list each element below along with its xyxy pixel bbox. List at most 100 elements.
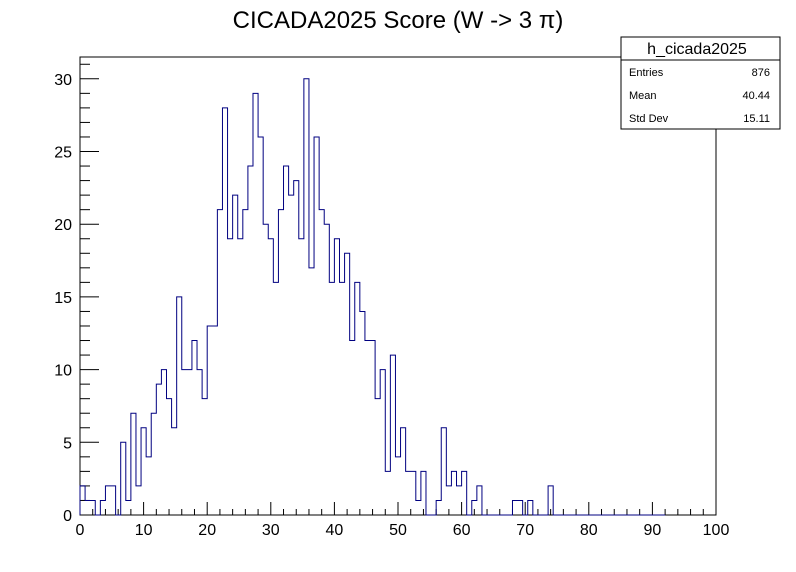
histogram-bin [309, 268, 314, 515]
histogram-bin [136, 486, 141, 515]
histogram-bin [228, 239, 233, 515]
x-tick-label: 30 [262, 522, 280, 539]
histogram-bin [85, 500, 90, 515]
histogram-bin [146, 457, 151, 515]
x-tick-label: 70 [516, 522, 534, 539]
stats-entries-label: Entries [629, 67, 664, 79]
histogram-bin [217, 210, 222, 515]
stats-stddev-value: 15.11 [743, 113, 770, 125]
histogram-bin [299, 239, 304, 515]
histogram-bin [375, 399, 380, 515]
x-tick-label: 60 [453, 522, 471, 539]
histogram-bin [177, 297, 182, 515]
x-tick-label: 50 [389, 522, 407, 539]
histogram-bin [390, 355, 395, 515]
histogram-bin [284, 166, 289, 515]
histogram-bin [187, 370, 192, 515]
stats-stddev-label: Std Dev [629, 113, 669, 125]
histogram-bin [258, 137, 263, 515]
x-tick-label: 20 [198, 522, 216, 539]
histogram-bin [222, 108, 227, 515]
y-tick-label: 0 [63, 508, 72, 525]
histogram-bin [278, 210, 283, 515]
histogram-bin [289, 195, 294, 515]
histogram-bin [385, 471, 390, 515]
histogram-bin [182, 370, 187, 515]
histogram-bin [294, 181, 299, 515]
histogram-bin [105, 486, 110, 515]
x-tick-label: 90 [644, 522, 662, 539]
histogram-bin [451, 471, 456, 515]
stats-entries-value: 876 [752, 67, 770, 79]
histogram-bin [360, 311, 365, 515]
histogram-bin [192, 341, 197, 515]
histogram-bin [370, 341, 375, 515]
histogram-bin [518, 500, 523, 515]
histogram-bin [304, 79, 309, 515]
x-tick-label: 0 [76, 522, 85, 539]
stats-box: h_cicada2025 Entries 876 Mean 40.44 Std … [620, 36, 781, 130]
histogram-bin [121, 442, 126, 515]
histogram-bin [161, 370, 166, 515]
x-tick-label: 80 [580, 522, 598, 539]
x-tick-label: 40 [326, 522, 344, 539]
y-tick-label: 30 [54, 72, 72, 89]
histogram-bin [151, 413, 156, 515]
histogram-bin [324, 224, 329, 515]
histogram-bin [345, 253, 350, 515]
histogram-bin [528, 500, 533, 515]
histogram-bin [457, 486, 462, 515]
x-axis: 0 10 20 30 40 50 60 70 80 90 100 [76, 502, 730, 539]
histogram-bin [380, 370, 385, 515]
stats-box-frame [620, 36, 781, 130]
histogram-bin [416, 500, 421, 515]
y-tick-label: 10 [54, 363, 72, 380]
histogram-bin [268, 239, 273, 515]
histogram-bin [172, 428, 177, 515]
stats-box-title: h_cicada2025 [647, 41, 747, 58]
histogram-bin [141, 428, 146, 515]
histogram-bin [212, 326, 217, 515]
histogram-bin [334, 239, 339, 515]
histogram-bin [411, 471, 416, 515]
histogram-bin [421, 471, 426, 515]
histogram-bin [166, 399, 171, 515]
histogram-bin [202, 399, 207, 515]
histogram-series-line [79, 78, 666, 516]
histogram-bin [512, 500, 517, 515]
histogram-bin [156, 384, 161, 515]
histogram-bin [111, 486, 116, 515]
x-tick-label: 100 [703, 522, 730, 539]
y-tick-label: 25 [54, 145, 72, 162]
chart-title: CICADA2025 Score (W -> 3 π) [233, 7, 564, 34]
histogram-bin [319, 210, 324, 515]
x-tick-label: 10 [135, 522, 153, 539]
histogram-bin [248, 166, 253, 515]
y-axis: 0 5 10 15 20 25 30 [54, 63, 99, 525]
histogram-bin [126, 500, 131, 515]
stats-mean-value: 40.44 [742, 90, 770, 102]
histogram-bin [238, 239, 243, 515]
y-tick-label: 5 [63, 435, 72, 452]
histogram-bin [329, 282, 334, 515]
histogram-bin [314, 137, 319, 515]
histogram-bin [233, 195, 238, 515]
histogram-bin [462, 471, 467, 515]
stats-mean-label: Mean [629, 90, 657, 102]
histogram-bin [406, 471, 411, 515]
histogram-bin [131, 413, 136, 515]
histogram-bin [207, 326, 212, 515]
histogram-bin [477, 486, 482, 515]
histogram-bin [197, 370, 202, 515]
histogram-bin [339, 282, 344, 515]
histogram-bin [436, 500, 441, 515]
histogram-bin [365, 341, 370, 515]
y-tick-label: 20 [54, 217, 72, 234]
histogram-bin [355, 282, 360, 515]
histogram-bin [273, 282, 278, 515]
histogram-bin [401, 428, 406, 515]
histogram-bin [100, 500, 105, 515]
histogram-bin [253, 93, 258, 515]
histogram-bin [243, 210, 248, 515]
